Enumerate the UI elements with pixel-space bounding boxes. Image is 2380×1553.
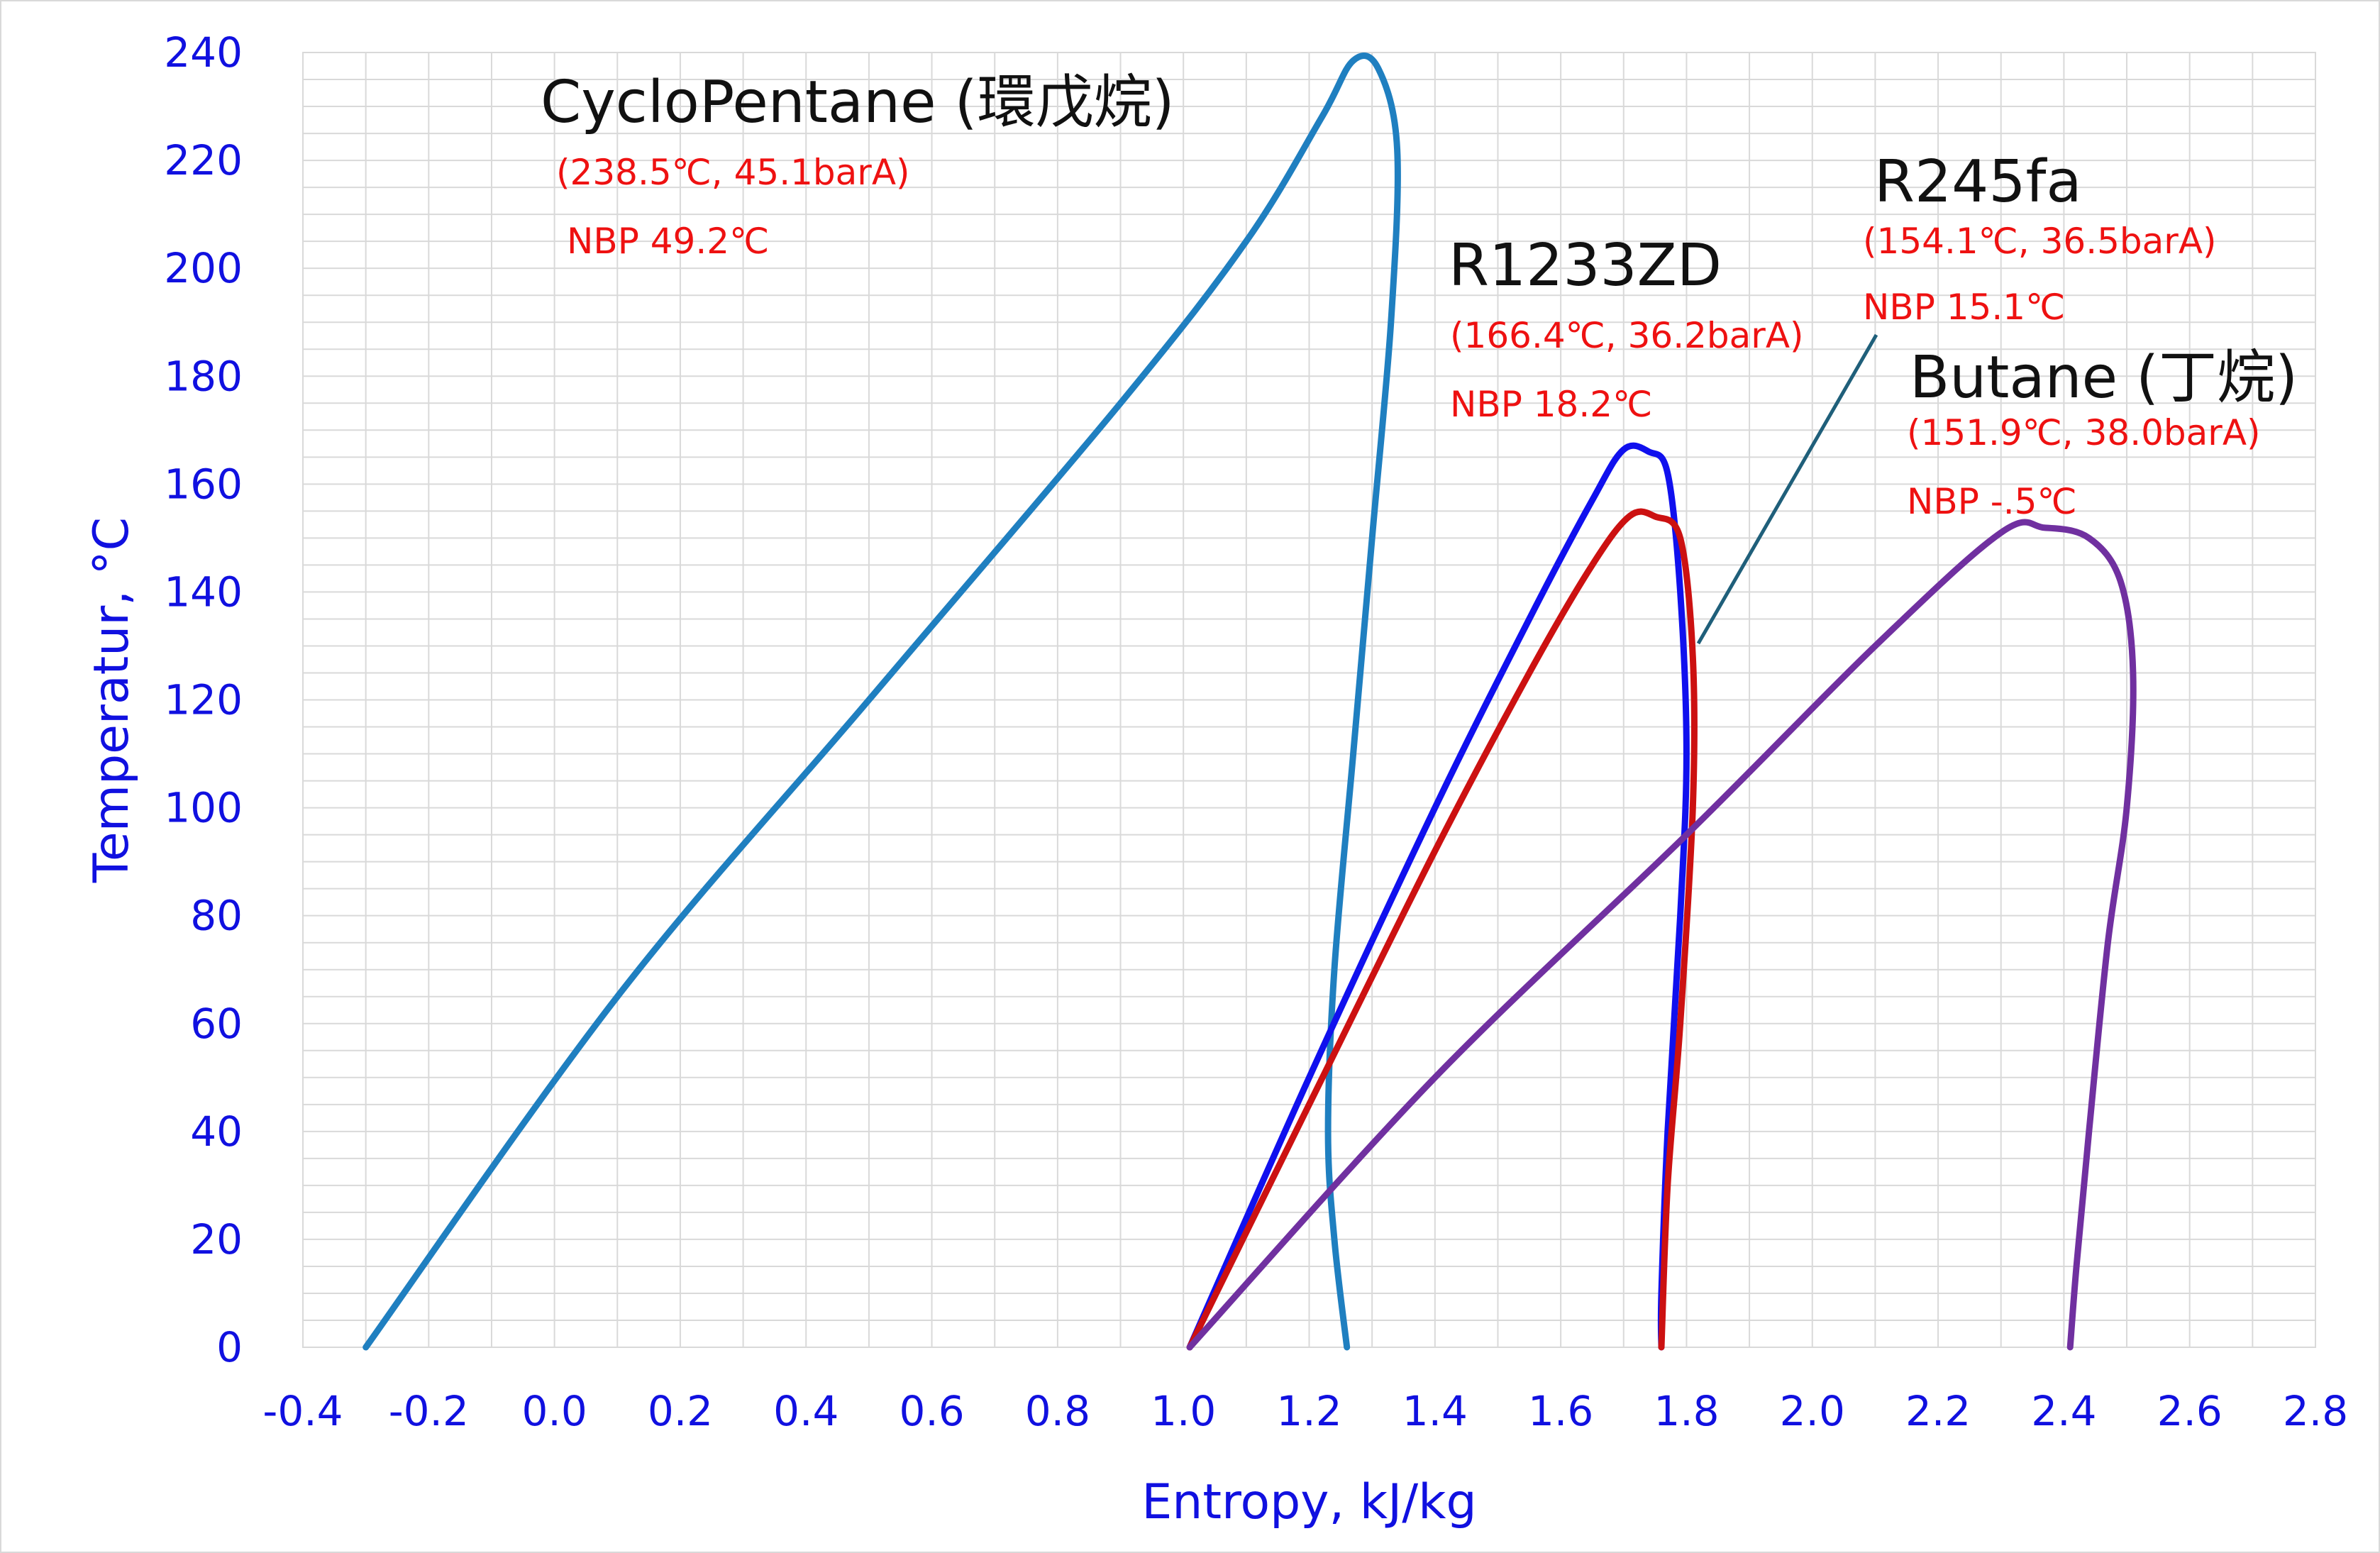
x-tick-label: 1.8: [1654, 1387, 1719, 1435]
x-axis-title: Entropy, kJ/kg: [1141, 1474, 1476, 1530]
y-tick-label: 120: [164, 676, 243, 724]
y-tick-label: 140: [164, 568, 243, 616]
plot-border: [302, 52, 2316, 1348]
y-axis-title: Temperatur, °C: [84, 517, 140, 883]
y-tick-label: 40: [190, 1107, 243, 1156]
y-tick-label: 160: [164, 460, 243, 508]
series-label-r1233zd: R1233ZD: [1449, 232, 1722, 299]
series-layer: [362, 52, 2137, 1351]
series-line-r1233zd: [1186, 442, 1690, 1351]
x-tick-label: 2.8: [2283, 1387, 2348, 1435]
x-tick-label: 2.6: [2157, 1387, 2223, 1435]
x-tick-label: 2.0: [1780, 1387, 1845, 1435]
series-line-butane: [1186, 519, 2137, 1351]
x-tick-label: 0.8: [1025, 1387, 1090, 1435]
y-tick-label: 20: [190, 1215, 243, 1264]
y-tick-label: 240: [164, 28, 243, 77]
critical-point-r245fa: (154.1℃, 36.5barA): [1863, 221, 2217, 262]
series-line-r245fa: [1186, 508, 1698, 1351]
nbp-r245fa: NBP 15.1℃: [1863, 287, 2065, 328]
series-label-butane: Butane (丁烷): [1910, 344, 2298, 411]
x-tick-label: 0.0: [522, 1387, 587, 1435]
critical-point-cyclopentane: (238.5℃, 45.1barA): [556, 152, 910, 193]
y-tick-label: 80: [190, 892, 243, 940]
x-tick-label: 1.4: [1402, 1387, 1468, 1435]
grid-layer: [302, 52, 2316, 1348]
series-label-cyclopentane: CycloPentane (環戊烷): [541, 69, 1175, 136]
nbp-butane: NBP -.5℃: [1907, 481, 2077, 522]
x-tick-label: 1.0: [1151, 1387, 1216, 1435]
critical-point-butane: (151.9℃, 38.0barA): [1907, 412, 2261, 453]
x-tick-label: 2.2: [1905, 1387, 1971, 1435]
x-tick-label: 0.6: [899, 1387, 964, 1435]
x-tick-label: -0.2: [389, 1387, 469, 1435]
critical-point-r1233zd: (166.4℃, 36.2barA): [1450, 315, 1804, 356]
y-tick-label: 0: [216, 1323, 243, 1371]
nbp-cyclopentane: NBP 49.2℃: [567, 221, 769, 262]
x-tick-label: 0.2: [648, 1387, 713, 1435]
x-tick-label: 1.6: [1528, 1387, 1593, 1435]
x-tick-label: 0.4: [773, 1387, 838, 1435]
label-layer: CycloPentane (環戊烷) (238.5℃, 45.1barA) NBP …: [541, 69, 2298, 645]
nbp-r1233zd: NBP 18.2℃: [1450, 384, 1652, 425]
x-tick-label: 2.4: [2031, 1387, 2096, 1435]
y-tick-label: 60: [190, 1000, 243, 1048]
y-tick-label: 200: [164, 244, 243, 292]
x-tick-label: -0.4: [262, 1387, 343, 1435]
series-label-r245fa: R245fa: [1874, 148, 2082, 216]
x-tick-label: 1.2: [1276, 1387, 1341, 1435]
y-tick-label: 220: [164, 136, 243, 184]
series-line-cyclopentane: [362, 52, 1401, 1351]
r245fa-leader-line: [1696, 333, 1878, 645]
tick-layer: -0.4 -0.2 0.0 0.2 0.4 0.6 0.8 1.0 1.2 1.4 1.6 1.8 2.…: [164, 28, 2348, 1435]
y-tick-label: 180: [164, 352, 243, 400]
y-tick-label: 100: [164, 784, 243, 832]
